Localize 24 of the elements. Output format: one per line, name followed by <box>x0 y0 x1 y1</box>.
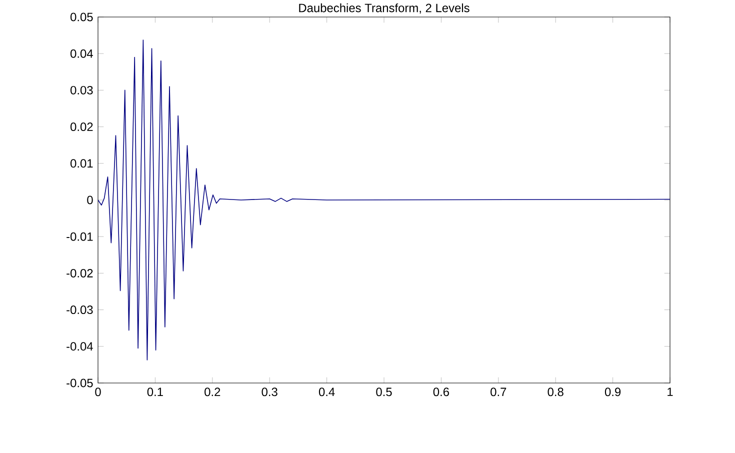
x-tick-label: 1 <box>668 388 673 396</box>
x-tick-label: 0.3 <box>262 388 278 396</box>
chart-title: Daubechies Transform, 2 Levels <box>299 3 470 14</box>
y-tick-label: -0.02 <box>66 268 93 278</box>
x-tick-label: 0 <box>95 388 101 396</box>
y-tick-label: 0.05 <box>70 12 93 22</box>
x-tick-label: 0.5 <box>376 388 392 396</box>
x-tick-label: 0.2 <box>204 388 220 396</box>
y-tick-label: 0.02 <box>70 122 93 132</box>
x-tick-label: 0.1 <box>147 388 163 396</box>
y-tick-label: 0 <box>87 196 93 204</box>
x-tick-label: 0.4 <box>318 388 335 396</box>
y-tick-label: -0.04 <box>66 342 93 351</box>
y-tick-label: 0.03 <box>70 86 93 94</box>
y-tick-label: -0.01 <box>66 232 93 241</box>
x-tick-label: 0.7 <box>490 388 506 396</box>
line-series <box>98 40 670 360</box>
y-tick-label: -0.05 <box>66 378 93 388</box>
x-tick-label: 0.6 <box>433 388 449 396</box>
y-tick-label: 0.04 <box>70 49 93 58</box>
y-tick-label: -0.03 <box>66 306 93 314</box>
y-tick-label: 0.01 <box>70 159 93 168</box>
x-tick-label: 0.8 <box>548 388 564 396</box>
x-tick-label: 0.9 <box>604 388 621 396</box>
